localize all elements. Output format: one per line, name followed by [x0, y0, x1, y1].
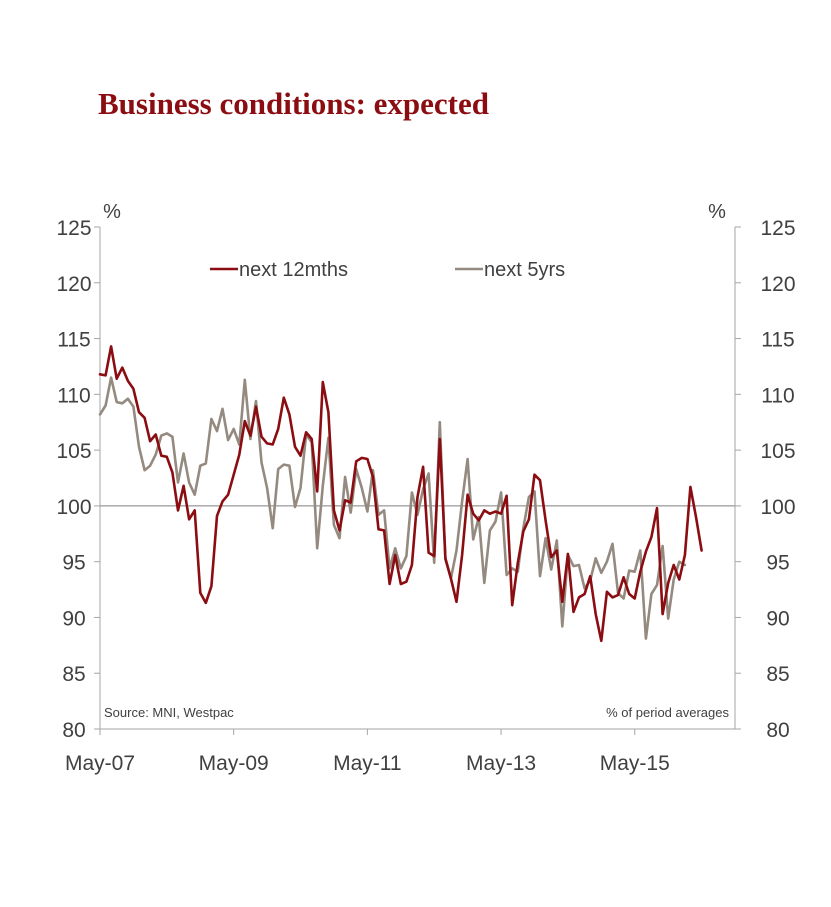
legend: next 12mths next 5yrs	[210, 259, 565, 281]
series-line-next-12mths	[98, 345, 703, 643]
left-tick-label-90: 90	[62, 607, 85, 630]
period-averages-note: % of period averages	[606, 705, 729, 720]
x-tick-label-May-15: May-15	[600, 752, 670, 775]
right-tick-label-100: 100	[760, 496, 795, 519]
legend-label-next-12mths: next 12mths	[239, 259, 348, 281]
left-tick-label-110: 110	[57, 384, 90, 407]
right-tick-label-85: 85	[766, 663, 789, 686]
legend-label-next-5yrs: next 5yrs	[484, 259, 565, 281]
tick-labels: 80 80 85 85 90 90 95 95 100 100 105 105 110 110 115 115…	[56, 217, 795, 775]
left-tick-label-120: 120	[56, 273, 91, 296]
right-tick-label-115: 115	[761, 329, 794, 352]
left-tick-label-100: 100	[56, 496, 91, 519]
right-unit-label: %	[708, 201, 726, 223]
left-tick-label-95: 95	[62, 552, 85, 575]
x-tick-label-May-07: May-07	[65, 752, 135, 775]
x-tick-label-May-09: May-09	[199, 752, 269, 775]
left-tick-label-80: 80	[62, 719, 85, 742]
left-tick-label-115: 115	[57, 329, 90, 352]
left-tick-label-105: 105	[56, 440, 91, 463]
x-tick-label-May-13: May-13	[466, 752, 536, 775]
axes	[94, 226, 741, 735]
right-tick-label-110: 110	[761, 384, 794, 407]
chart-title: Business conditions: expected	[98, 86, 489, 121]
left-tick-label-125: 125	[56, 217, 91, 240]
right-tick-label-90: 90	[766, 607, 789, 630]
x-tick-label-May-11: May-11	[333, 752, 401, 775]
right-tick-label-105: 105	[760, 440, 795, 463]
left-unit-label: %	[103, 201, 121, 223]
left-tick-label-85: 85	[62, 663, 85, 686]
right-tick-label-95: 95	[766, 552, 789, 575]
right-tick-label-120: 120	[760, 273, 795, 296]
source-note: Source: MNI, Westpac	[104, 705, 234, 720]
right-tick-label-80: 80	[766, 719, 789, 742]
right-tick-label-125: 125	[760, 217, 795, 240]
series-layer	[98, 345, 703, 643]
